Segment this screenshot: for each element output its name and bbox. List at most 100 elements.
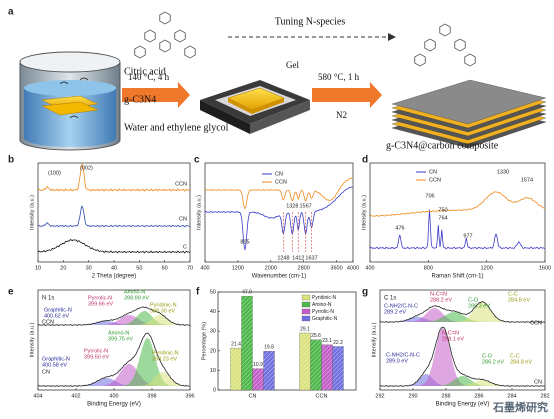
label: Pyridinic-N — [150, 302, 177, 308]
ring — [454, 38, 466, 52]
y-axis-label: Intensity (a.u.) — [29, 322, 35, 357]
label: Pyrrolic-N — [84, 348, 108, 354]
ftir-curve — [204, 177, 354, 210]
y-tick-label: 20 — [210, 348, 216, 354]
label: CN — [42, 369, 50, 375]
bar-hatch — [310, 339, 322, 390]
x-tick-label: 70 — [187, 265, 193, 271]
label: 1637 — [305, 255, 317, 261]
scheme-label: Water and ethylene glycol — [124, 122, 229, 133]
scheme-label: 580 °C, 1 h — [318, 72, 360, 82]
y-axis-label: Intensity (a.u.) — [196, 195, 202, 230]
legend-label: Pyrrolic-N — [312, 309, 334, 315]
label: 398.30 eV — [150, 308, 175, 314]
label: 706 — [425, 193, 434, 199]
label: 284.8 eV — [510, 359, 532, 365]
label: Pyrrolic-N — [88, 295, 112, 301]
legend-swatch — [301, 294, 311, 301]
legend-label: Graphitic-N — [312, 316, 338, 322]
scheme-label: g-C3N4@carbon composite — [386, 140, 499, 151]
label: CN — [275, 171, 283, 177]
label: 764 — [438, 215, 447, 221]
ring — [424, 38, 436, 52]
label: Amino-N — [108, 330, 129, 336]
label: CCN — [530, 320, 542, 326]
label: CCN — [429, 177, 441, 183]
ring — [174, 29, 186, 43]
panel-label: d — [362, 155, 368, 166]
x-tick-label: 2800 — [298, 265, 310, 271]
ring — [464, 53, 476, 67]
label: 1248 — [277, 255, 289, 261]
g-c3n4-sheet — [41, 101, 99, 116]
label: 288.2 eV — [430, 297, 452, 303]
plot-frame — [379, 289, 546, 391]
x-tick-label: CN — [249, 393, 257, 399]
label: 1412 — [292, 255, 304, 261]
legend-swatch — [301, 308, 311, 315]
label: 289.2 eV — [384, 309, 406, 315]
panels: a b c d e f g 10 20 30 40 50 60 70 2 Theta (degree) Int… — [8, 7, 551, 414]
label: 400.58 eV — [42, 362, 67, 368]
label: C-NH2/C-N-C — [384, 303, 418, 309]
ring — [159, 39, 171, 53]
x-tick-label: 402 — [71, 393, 80, 399]
x-tick-label: 398 — [147, 393, 156, 399]
label: Pyridinic-N — [152, 350, 179, 356]
bar-hatch — [263, 351, 275, 390]
x-tick-label: 1200 — [481, 265, 493, 271]
label: 289.0 eV — [386, 358, 408, 364]
value-label: 25.6 — [311, 333, 321, 339]
scheme-label: Gel — [286, 60, 299, 70]
label: Graphitic-N — [44, 307, 72, 313]
x-tick-label: 290 — [408, 393, 417, 399]
x-tick-label: 400 — [109, 393, 118, 399]
x-tick-label: 400 — [200, 265, 209, 271]
xps-component — [38, 364, 190, 386]
label: CN — [429, 169, 437, 175]
label: 288.1 eV — [442, 336, 464, 342]
ring — [414, 53, 426, 67]
label: (002) — [80, 165, 93, 171]
panel-label: e — [8, 287, 14, 298]
y-tick-label: 50 — [210, 289, 216, 295]
label: 398.89 eV — [124, 295, 149, 301]
label: 476 — [395, 225, 404, 231]
value-label: 19.8 — [264, 345, 274, 351]
xps-component — [38, 338, 190, 386]
x-tick-label: 400 — [365, 265, 374, 271]
label: 1328 — [286, 203, 298, 209]
label: 805 — [240, 239, 249, 245]
x-tick-label: 2000 — [265, 265, 277, 271]
ring — [439, 23, 451, 37]
beaker-top — [19, 51, 121, 73]
x-tick-label: 3600 — [330, 265, 342, 271]
x-tick-label: 292 — [375, 393, 384, 399]
label: C 1s — [384, 296, 396, 302]
label: CN — [179, 216, 187, 222]
y-axis-label: Intensity (a.u.) — [361, 195, 367, 230]
ring — [159, 11, 171, 25]
label: N 1s — [42, 296, 54, 302]
xps-component — [38, 372, 190, 386]
xps-component — [380, 374, 545, 386]
y-tick-label: 10 — [210, 368, 216, 374]
x-tick-label: 10 — [35, 265, 41, 271]
label: 398.23 eV — [152, 356, 177, 362]
x-tick-label: 20 — [60, 265, 66, 271]
molecule-structures — [134, 11, 476, 67]
x-tick-label: 800 — [424, 265, 433, 271]
value-label: 29.1 — [300, 326, 310, 332]
xps-envelope — [379, 301, 546, 323]
arrow — [312, 82, 382, 108]
scheme-label: Tuning N-species — [275, 16, 346, 27]
label: 750 — [438, 207, 447, 213]
xps-envelope — [37, 306, 191, 326]
label: Amino-N — [124, 289, 145, 295]
label: 1567 — [300, 203, 312, 209]
label: 286.3 eV — [468, 303, 490, 309]
label: CCN — [275, 179, 287, 185]
arrow-head — [388, 33, 396, 41]
bar-hatch — [252, 368, 264, 390]
